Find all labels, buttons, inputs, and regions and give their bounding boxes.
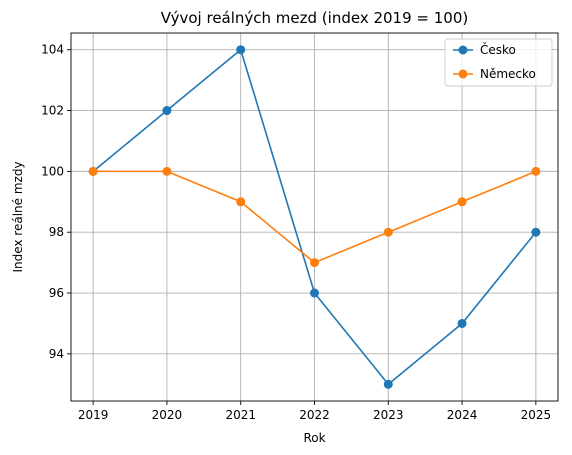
grid [71, 33, 558, 401]
legend-label-nemecko: Německo [480, 67, 536, 81]
data-point-nemecko [88, 166, 98, 176]
chart-title: Vývoj reálných mezd (index 2019 = 100) [161, 9, 468, 27]
data-point-cesko [162, 106, 172, 116]
y-tick-label: 104 [41, 43, 64, 57]
y-tick-label: 96 [49, 286, 64, 300]
data-point-cesko [383, 379, 393, 389]
x-tick-label: 2022 [299, 408, 330, 422]
x-tick-label: 2021 [225, 408, 256, 422]
data-point-nemecko [457, 197, 467, 207]
y-tick-label: 98 [49, 225, 64, 239]
x-axis-label: Rok [303, 431, 325, 445]
legend-label-cesko: Česko [480, 42, 516, 57]
y-tick-label: 100 [41, 164, 64, 178]
x-tick-label: 2020 [152, 408, 183, 422]
data-point-cesko [531, 227, 541, 237]
x-tick-label: 2025 [521, 408, 552, 422]
data-point-cesko [236, 45, 246, 55]
data-point-cesko [310, 288, 319, 298]
y-tick-label: 102 [41, 104, 64, 118]
x-tick-label: 2024 [447, 408, 478, 422]
y-axis-label: Index reálné mzdy [11, 161, 25, 272]
x-tick-label: 2019 [78, 408, 109, 422]
axis-ticks: 2019 2020 2021 2022 2023 2024 2025 94 96 98 100 102… [41, 43, 551, 422]
data-point-nemecko [310, 258, 319, 268]
data-point-nemecko [531, 166, 541, 176]
x-tick-label: 2023 [373, 408, 404, 422]
data-point-nemecko [162, 166, 172, 176]
y-tick-label: 94 [49, 347, 64, 361]
legend-swatch-marker-nemecko [458, 69, 468, 79]
series-lines [88, 45, 541, 389]
data-point-cesko [457, 318, 467, 328]
data-point-nemecko [383, 227, 393, 237]
legend: Česko Německo [444, 38, 553, 87]
legend-swatch-marker-cesko [458, 45, 468, 55]
data-point-nemecko [236, 197, 246, 207]
